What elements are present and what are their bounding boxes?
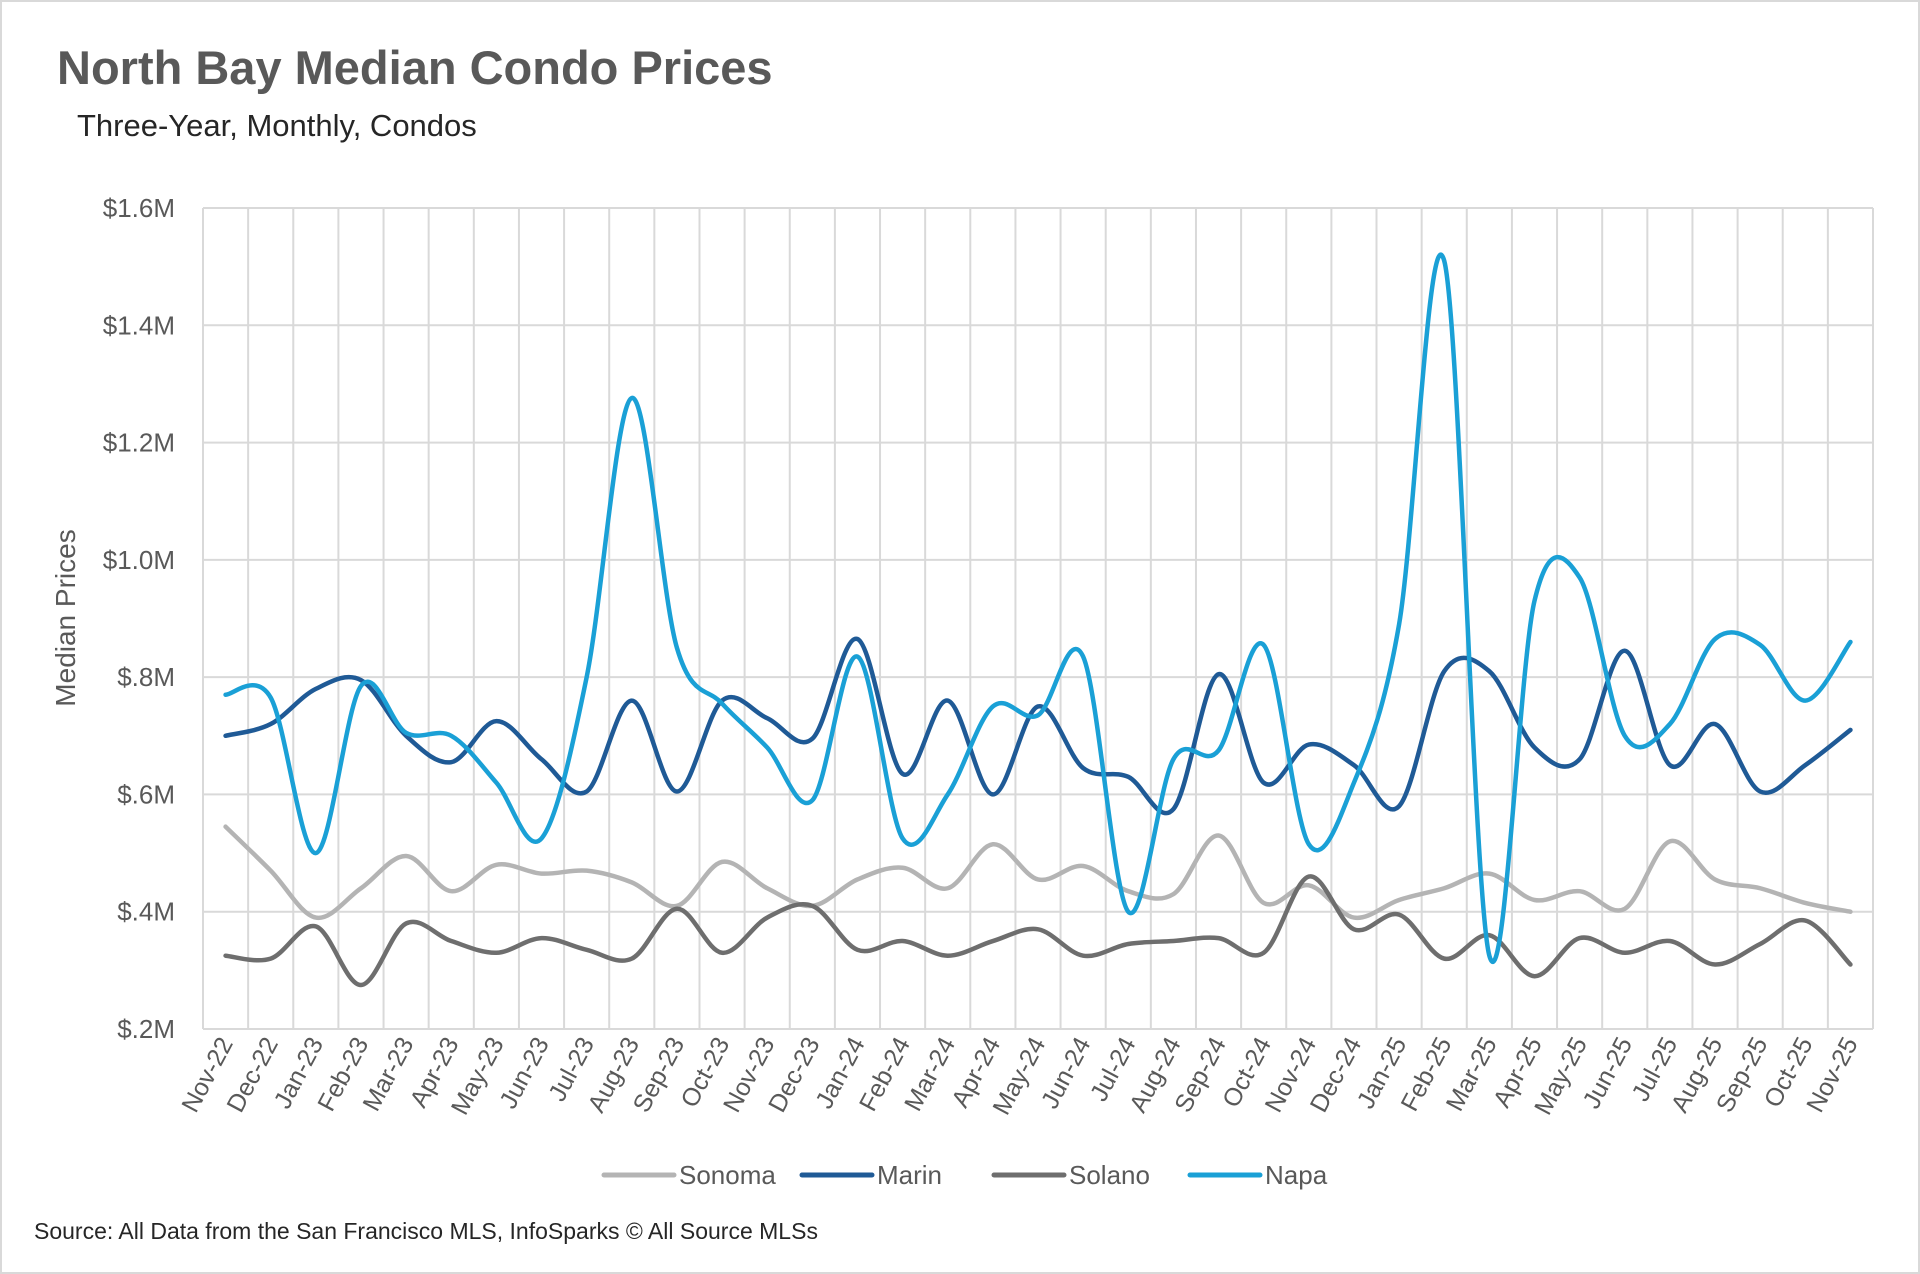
legend-item-napa: Napa bbox=[1187, 1160, 1328, 1190]
y-tick-label: $1.2M bbox=[103, 428, 175, 458]
series-line-sonoma bbox=[223, 824, 1853, 920]
y-axis-title: Median Prices bbox=[50, 529, 81, 706]
y-tick-label: $.6M bbox=[117, 779, 175, 809]
y-tick-label: $1.4M bbox=[103, 310, 175, 340]
legend-label: Solano bbox=[1069, 1160, 1150, 1190]
chart-title: North Bay Median Condo Prices bbox=[57, 41, 773, 94]
y-tick-label: $1.0M bbox=[103, 545, 175, 575]
y-tick-label: $.2M bbox=[117, 1014, 175, 1044]
legend-label: Sonoma bbox=[679, 1160, 776, 1190]
y-tick-label: $.8M bbox=[117, 662, 175, 692]
legend-label: Napa bbox=[1265, 1160, 1328, 1190]
chart-subtitle: Three-Year, Monthly, Condos bbox=[77, 108, 477, 143]
series-line-solano bbox=[223, 874, 1853, 988]
y-tick-label: $1.6M bbox=[103, 193, 175, 223]
series-line-napa bbox=[223, 252, 1853, 964]
legend-item-sonoma: Sonoma bbox=[601, 1160, 776, 1190]
legend-label: Marin bbox=[877, 1160, 942, 1190]
legend-item-marin: Marin bbox=[799, 1160, 942, 1190]
source-note: Source: All Data from the San Francisco … bbox=[34, 1218, 818, 1244]
series-line-marin bbox=[223, 636, 1853, 816]
legend-item-solano: Solano bbox=[991, 1160, 1150, 1190]
y-tick-label: $.4M bbox=[117, 897, 175, 927]
